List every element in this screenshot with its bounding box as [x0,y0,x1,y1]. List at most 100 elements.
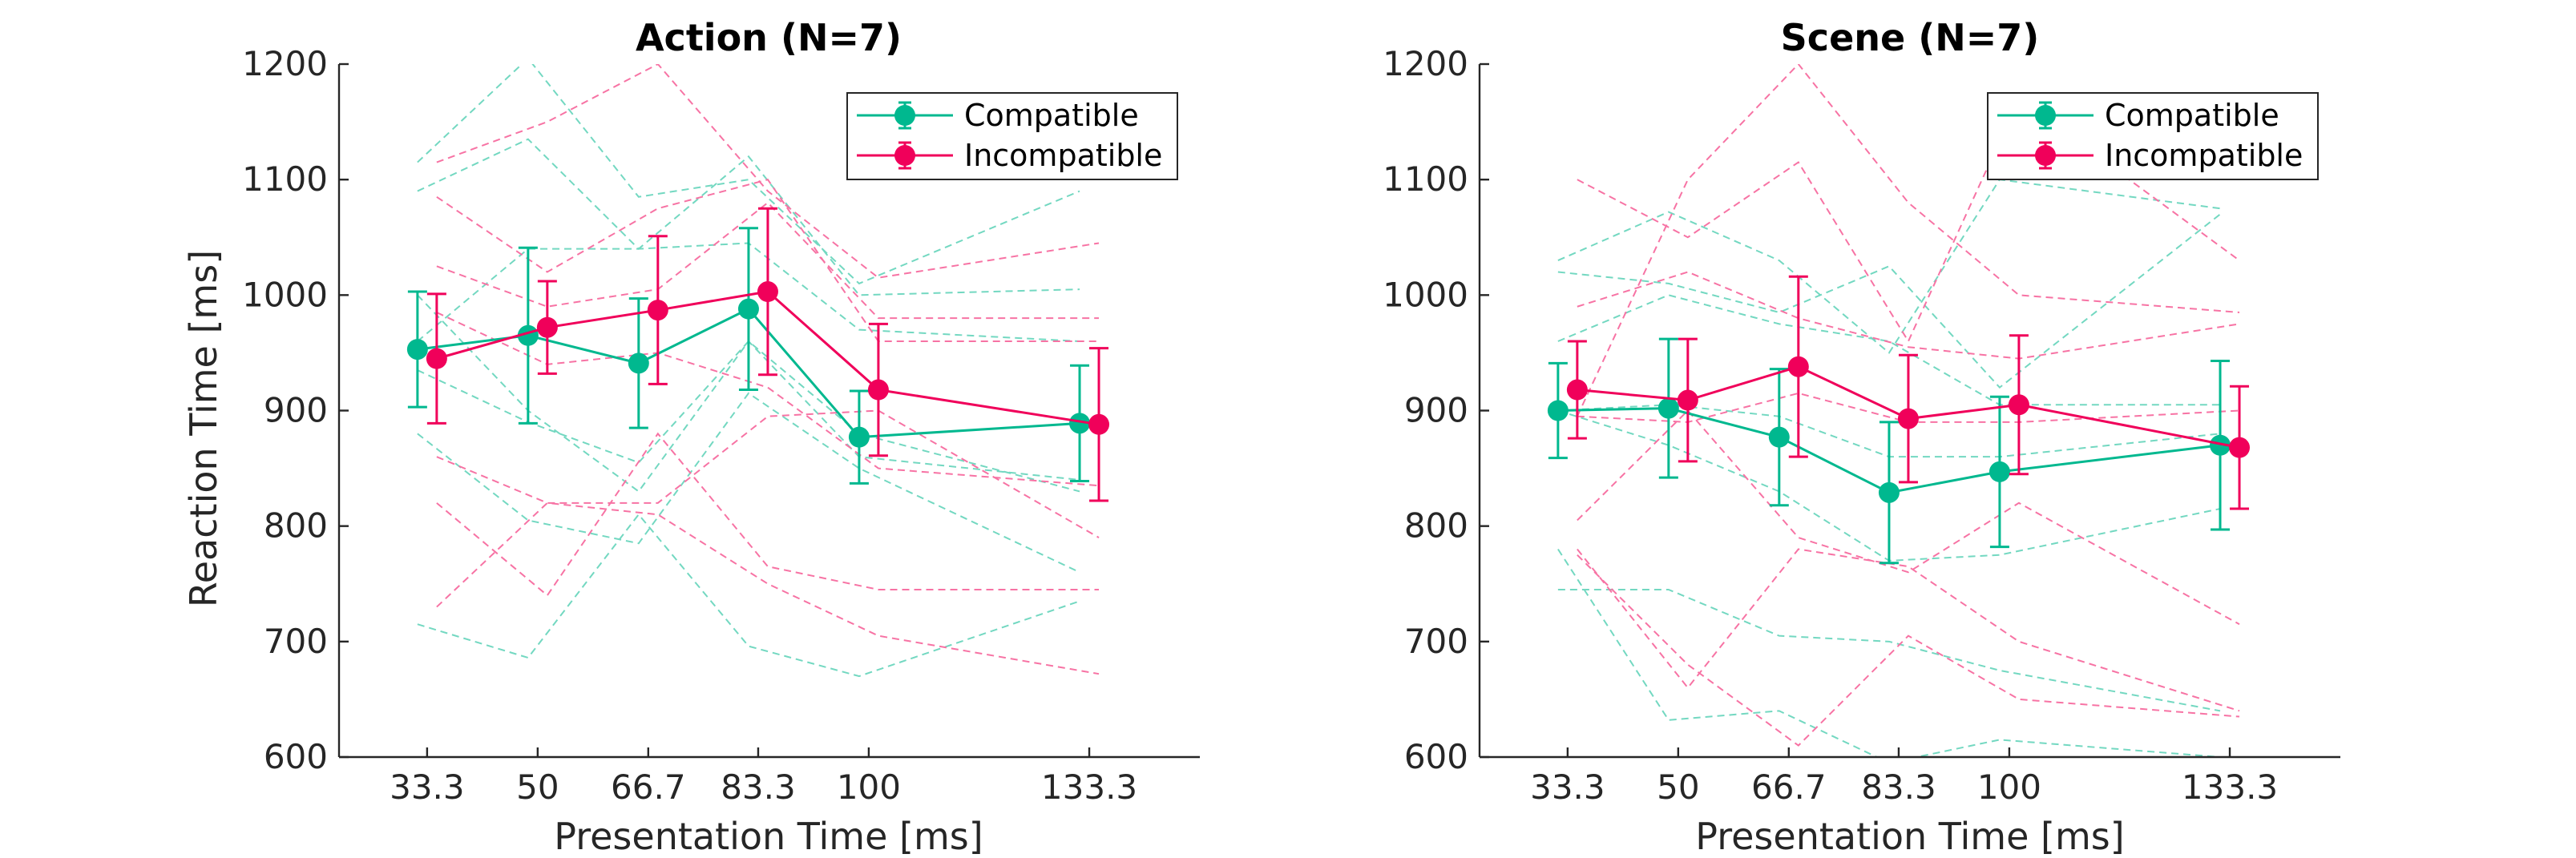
action-incompatible-subject-line [436,432,1100,597]
action-compatible-subject-line [417,340,1080,493]
scene-incompatible-subject-line [1577,548,2240,712]
scene-incompatible-data-point [1787,356,1809,377]
action-y-tick-label: 1200 [242,44,328,83]
scene-y-tick-label: 700 [1404,622,1468,661]
action-x-axis-label: Presentation Time [ms] [554,815,983,858]
action-legend-compatible-label: Compatible [964,98,1139,133]
scene-compatible-subject-line [1557,213,2221,389]
action-incompatible-subject-line [436,409,1100,538]
scene-y-tick-label: 800 [1404,506,1468,546]
scene-panel-title: Scene (N=7) [1781,16,2040,59]
action-compatible-subject-line [417,138,1080,296]
scene-incompatible-data-point [2229,437,2251,458]
action-incompatible-data-point [536,316,558,338]
scene-compatible-subject-line [1557,294,2221,406]
action-incompatible-series [426,207,1110,502]
scene-y-tick-label: 1100 [1383,159,1468,199]
action-y-tick-label: 900 [264,391,328,430]
scene-compatible-data-point [1989,461,2010,482]
scene-incompatible-subject-line [1577,97,2240,344]
scene-x-tick-label: 83.3 [1861,767,1936,807]
scene-compatible-subject-line [1557,404,2221,458]
action-compatible-subject-line [417,64,1080,285]
scene-legend-incompatible-label: Incompatible [2105,138,2303,173]
action-x-tick-label: 33.3 [390,767,465,807]
scene-legend-incompatible-swatch-marker [2035,145,2056,166]
scene-compatible-data-point [1768,426,1790,448]
action-compatible-data-point [1069,413,1091,434]
action-compatible-subject-line [417,242,1080,342]
action-subject-lines [417,64,1100,678]
scene-compatible-subject-line [1557,179,2221,354]
scene-x-tick-label: 133.3 [2182,767,2278,807]
scene-incompatible-subject-line [1577,271,2240,360]
scene-compatible-data-point [1878,481,1900,503]
scene-compatible-series [1547,337,2231,565]
scene-compatible-subject-line [1557,548,2221,757]
action-compatible-subject-line [417,513,1080,678]
action-compatible-data-point [628,352,649,374]
action-y-tick-label: 600 [264,737,328,776]
action-incompatible-data-point [426,348,447,369]
scene-y-tick-label: 600 [1404,737,1468,776]
scene-incompatible-series [1566,275,2251,510]
scene-x-tick-label: 66.7 [1751,767,1827,807]
scene-x-tick-label: 50 [1657,767,1699,807]
scene-y-tick-label: 1200 [1383,44,1468,83]
action-incompatible-data-point [757,281,778,303]
action-y-tick-label: 800 [264,506,328,546]
action-x-tick-label: 83.3 [721,767,796,807]
scene-incompatible-subject-line [1577,554,2240,747]
action-x-tick-label: 66.7 [611,767,686,807]
scene-incompatible-data-point [1566,379,1588,401]
action-panel: Action (N=7) Presentation Time [ms] Reac… [182,16,1200,858]
scene-legend-compatible-swatch-marker [2035,105,2056,126]
scene-x-tick-label: 33.3 [1530,767,1605,807]
action-panel-title: Action (N=7) [636,16,902,59]
action-incompatible-data-point [867,379,889,401]
action-legend-incompatible-swatch-marker [894,145,915,166]
action-legend-compatible-swatch-marker [894,105,915,126]
scene-incompatible-data-point [1897,408,1919,429]
scene-y-tick-label: 1000 [1383,275,1468,314]
action-incompatible-data-point [647,300,668,321]
scene-x-axis-label: Presentation Time [ms] [1695,815,2124,858]
action-y-tick-label: 1000 [242,275,328,314]
action-legend-incompatible-label: Incompatible [964,138,1162,173]
action-incompatible-data-point [1088,413,1110,435]
scene-compatible-data-point [1547,400,1569,421]
action-y-axis-label: Reaction Time [ms] [182,250,225,607]
scene-incompatible-data-point [2008,394,2029,416]
action-x-tick-label: 133.3 [1041,767,1137,807]
action-compatible-subject-line [417,392,1080,574]
scene-legend-compatible-label: Compatible [2105,98,2279,133]
scene-compatible-data-point [1657,397,1679,419]
action-y-tick-label: 700 [264,622,328,661]
action-x-tick-label: 50 [516,767,559,807]
action-legend: Compatible Incompatible [846,92,1178,180]
action-compatible-subject-line [417,294,1080,493]
scene-compatible-subject-line [1557,409,2221,562]
action-x-tick-label: 100 [837,767,901,807]
action-incompatible-mean-line [436,290,1100,426]
action-y-tick-label: 1100 [242,159,328,199]
scene-compatible-data-point [2210,434,2231,456]
scene-incompatible-mean-line [1577,365,2240,449]
scene-legend: Compatible Incompatible [1987,92,2319,180]
action-compatible-data-point [406,339,428,361]
scene-panel: Scene (N=7) Presentation Time [ms] 600 70… [1383,16,2340,858]
action-compatible-data-point [737,298,759,320]
action-incompatible-subject-line [436,64,1100,279]
scene-incompatible-data-point [1677,389,1698,411]
scene-incompatible-subject-line [1577,392,2240,423]
scene-subject-lines [1557,64,2240,757]
scene-incompatible-subject-line [1576,64,2240,417]
scene-compatible-subject-line [1557,588,2221,712]
action-compatible-data-point [848,426,870,448]
action-compatible-series [406,227,1091,485]
scene-compatible-mean-line [1557,407,2221,494]
scene-y-tick-label: 900 [1404,391,1468,430]
scene-x-tick-label: 100 [1977,767,2041,807]
action-incompatible-subject-line [436,502,1100,675]
